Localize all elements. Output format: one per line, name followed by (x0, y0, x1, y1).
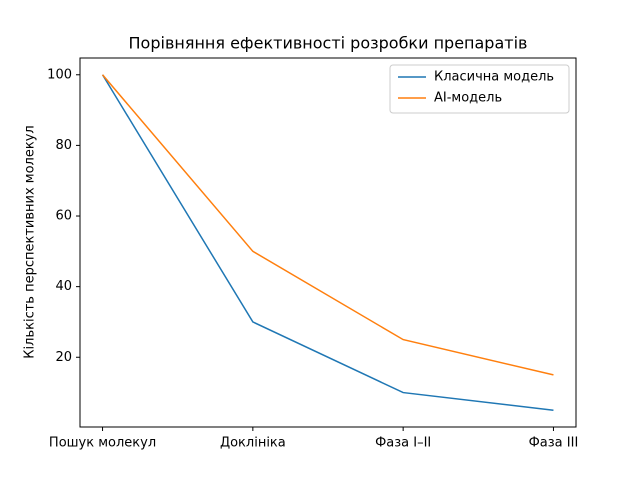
line-series (101, 74, 554, 376)
legend-label: AI-модель (434, 91, 502, 106)
x-tick-label: Фаза III (529, 436, 579, 451)
x-tick-label: Пошук молекул (49, 436, 156, 451)
plot-frame (79, 57, 577, 428)
x-tick-label: Фаза I–II (375, 436, 431, 451)
legend-box (389, 64, 570, 114)
x-tick-label: Доклініка (220, 436, 286, 451)
line-series (101, 74, 554, 411)
legend-label: Класична модель (434, 70, 554, 85)
y-tick-label: 100 (47, 67, 72, 82)
y-tick-label: 20 (55, 350, 72, 365)
y-tick-label: 80 (55, 138, 72, 153)
y-axis-label: Кількість перспективних молекул (23, 125, 38, 358)
y-tick-label: 60 (55, 209, 72, 224)
chart-title: Порівняння ефективності розробки препара… (129, 34, 528, 53)
y-tick-label: 40 (55, 279, 72, 294)
